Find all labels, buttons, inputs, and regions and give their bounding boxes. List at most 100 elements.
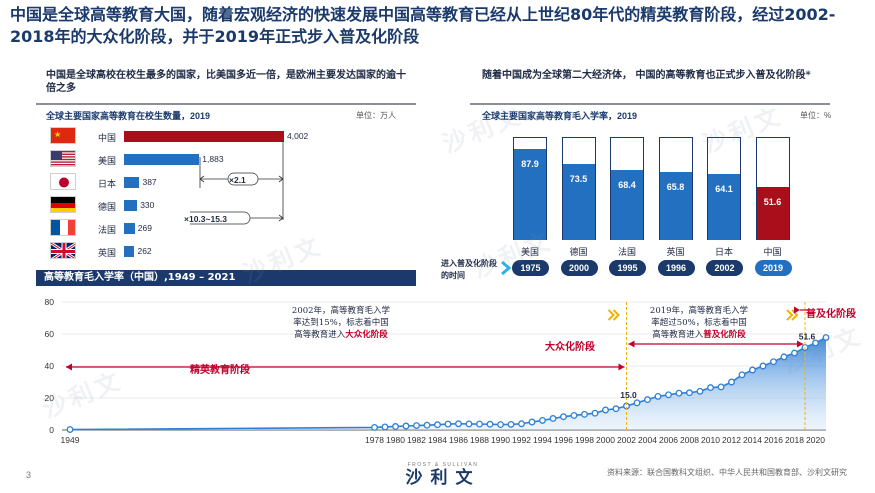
- trend-point: [591, 409, 599, 417]
- left-chart-title: 全球主要国家高等教育在校生数量，2019: [46, 111, 211, 121]
- trend-point: [434, 421, 441, 429]
- page-title: 中国是全球高等教育大国，随着宏观经济的快速发展中国高等教育已经从上世纪80年代的…: [10, 5, 836, 46]
- vbar-value-label: 64.1: [715, 183, 733, 194]
- frost-sullivan-logo: FROST & SULLIVAN 沙利文: [378, 462, 508, 488]
- annotation-2002-line2: 率达到15%，标志着中国: [293, 318, 389, 328]
- vbar-country-label: 美国: [520, 247, 539, 257]
- phase-elite-arrow: [66, 363, 625, 371]
- hbar-value-label: 330: [140, 200, 155, 210]
- x-tick-label: 1949: [61, 435, 80, 445]
- trend-point: [686, 389, 693, 397]
- hbar-value-label: 4,002: [287, 131, 309, 141]
- trend-point: [518, 420, 525, 428]
- trend-point: [675, 389, 683, 397]
- hbar-bar: [124, 154, 200, 165]
- x-tick-label: 2012: [722, 435, 741, 445]
- hbar-country-label: 德国: [98, 202, 117, 212]
- hbar-country-label: 中国: [98, 133, 117, 143]
- right-divider: [470, 103, 830, 105]
- hbar-value-label: 269: [137, 223, 152, 233]
- universal-year-pill: 2000: [560, 260, 598, 276]
- hbar-bar: [124, 246, 135, 257]
- annotation-2002: 2002年，高等教育毛入学 率达到15%，标志着中国 高等教育进入大众化阶段: [282, 305, 400, 341]
- phase-universal-arrow: [794, 306, 809, 314]
- ratio-brackets: [190, 140, 284, 225]
- x-tick-label: 1998: [575, 435, 594, 445]
- trend-point: [486, 420, 494, 428]
- trend-point: [402, 422, 410, 430]
- vbar-fill: [562, 164, 595, 240]
- x-tick-label: 1980: [386, 435, 405, 445]
- ratio-label-10x: ×10.3~15.3: [184, 214, 228, 224]
- annotation-2019-highlight: 普及化阶段: [703, 330, 746, 340]
- trend-point: [612, 405, 620, 413]
- logo-small-text: FROST & SULLIVAN: [407, 462, 479, 468]
- vbar-country-label: 英国: [666, 247, 685, 257]
- annotation-2019-line1: 2019年，高等教育毛入学: [649, 306, 749, 316]
- universal-year-pill: 2019: [754, 260, 792, 276]
- timing-arrow-icon: [501, 261, 512, 275]
- vbar-fill: [611, 169, 643, 240]
- trend-point: [371, 423, 378, 431]
- right-chart-title: 全球主要国家高等教育毛入学率，2019: [482, 111, 638, 121]
- milestone-chevron-icon: [607, 309, 620, 321]
- trend-area-fill: [70, 337, 826, 430]
- vbar-fill: [659, 172, 692, 240]
- trend-point: [581, 410, 588, 418]
- right-chart-unit: 单位：%: [800, 111, 832, 120]
- germany-flag-icon: [50, 196, 76, 213]
- annotation-2019-line3: 高等教育进入普及化阶段: [640, 329, 758, 341]
- x-tick-label: 2004: [638, 435, 657, 445]
- milestone-chevron-icon: [786, 309, 799, 321]
- phase-mass-label: 大众化阶段: [545, 342, 595, 353]
- trend-point: [497, 421, 504, 429]
- trend-point: [423, 421, 431, 429]
- trend-point: [633, 399, 641, 407]
- universal-year-pill: 1995: [609, 260, 646, 276]
- source-note: 资料来源：联合国教科文组织、中华人民共和国教育部、沙利文研究: [607, 468, 847, 477]
- ratio-label-2x: ×2.1: [229, 175, 246, 185]
- uk-flag-icon: [50, 242, 76, 259]
- svg-text:★: ★: [54, 130, 61, 139]
- x-tick-label: 1994: [533, 435, 552, 445]
- annotation-2019: 2019年，高等教育毛入学 率超过50%，标志着中国 高等教育进入普及化阶段: [640, 305, 758, 341]
- vbar-value-label: 73.5: [569, 174, 588, 185]
- y-tick-label: 0: [49, 425, 54, 435]
- hbar-country-label: 法国: [98, 225, 117, 235]
- x-tick-label: 2018: [785, 435, 804, 445]
- hbar-bar: [124, 177, 140, 188]
- y-tick-label: 20: [45, 393, 55, 403]
- y-tick-label: 80: [45, 297, 55, 307]
- vbar-fill: [514, 149, 546, 240]
- trend-point: [602, 406, 609, 414]
- trend-chart-banner: 高等教育毛入学率（中国）,1949 – 2021: [36, 270, 416, 286]
- trend-point: [738, 371, 746, 379]
- x-tick-label: 1984: [428, 435, 447, 445]
- trend-point: [812, 339, 819, 347]
- hbar-country-label: 英国: [98, 248, 117, 258]
- vbar-fill: [756, 186, 789, 240]
- trend-point: [780, 353, 788, 361]
- annotation-2002-highlight: 大众化阶段: [345, 330, 388, 340]
- france-flag-icon: [50, 219, 76, 236]
- trend-point: [717, 383, 725, 391]
- trend-point: [392, 423, 399, 430]
- milestone-value-label: 51.6: [799, 331, 816, 341]
- vbar-value-label: 51.6: [763, 196, 782, 207]
- left-chart-unit: 单位：万人: [356, 111, 396, 120]
- annotation-2002-line3-text: 高等教育进入: [294, 330, 346, 340]
- milestone-value-label: 15.0: [620, 390, 637, 400]
- trend-point: [654, 392, 662, 400]
- x-tick-label: 1996: [554, 435, 573, 445]
- x-tick-label: 2020: [806, 435, 825, 445]
- x-tick-label: 2014: [743, 435, 762, 445]
- trend-point: [507, 420, 515, 428]
- trend-point: [570, 411, 578, 419]
- universal-year-pill: 1975: [512, 260, 549, 276]
- hbar-country-label: 日本: [98, 179, 117, 189]
- trend-point: [455, 420, 462, 428]
- left-divider: [36, 103, 416, 105]
- universal-year-pill: 1996: [657, 260, 695, 276]
- trend-point: [476, 420, 483, 428]
